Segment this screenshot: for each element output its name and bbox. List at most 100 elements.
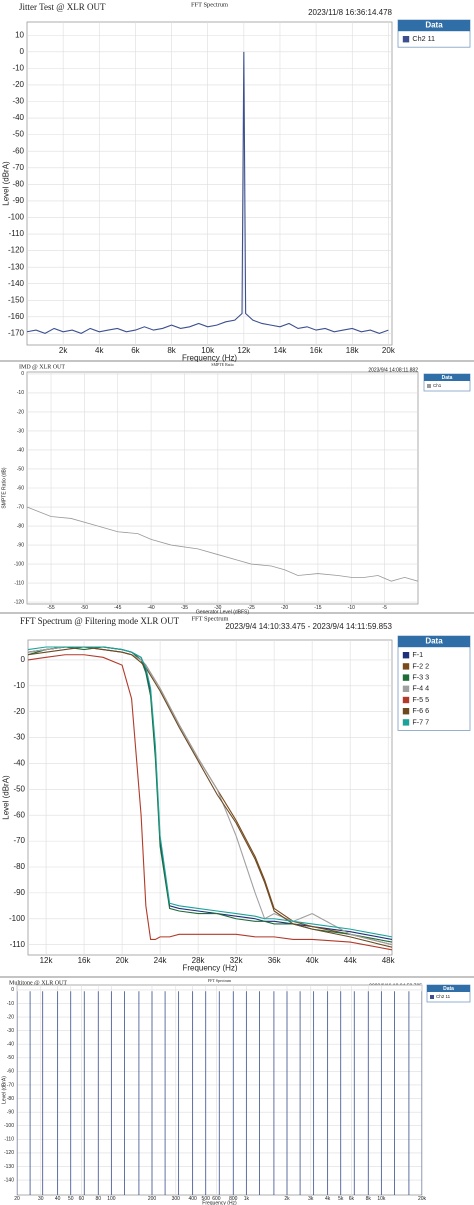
chart-title: Jitter Test @ XLR OUT (19, 2, 106, 12)
x-tick-label: 20k (116, 956, 130, 965)
x-tick-label: 200 (148, 1196, 157, 1202)
y-tick-label: -70 (12, 163, 24, 172)
legend-label: F-7 7 (412, 717, 429, 726)
legend-swatch (430, 995, 434, 999)
plot-area (27, 639, 393, 956)
series-line (28, 646, 392, 938)
timestamp: 2023/9/4 14:08:11.882 (368, 367, 418, 373)
chart-subtitle: SMPTE Ratio (211, 362, 234, 367)
x-tick-label: 500 (202, 1196, 211, 1202)
legend-label: F-3 3 (412, 673, 429, 682)
y-tick-label: -140 (4, 1177, 14, 1183)
chart-title: Multitone @ XLR OUT (9, 980, 67, 986)
legend-label: F-2 2 (412, 661, 429, 670)
x-tick-label: 4k (95, 346, 104, 355)
y-tick-label: -170 (8, 329, 25, 338)
chart-subtitle: FFT Spectrum (191, 1, 228, 8)
plot-marks (28, 646, 392, 951)
y-tick-label: -40 (7, 1042, 14, 1048)
series-line (27, 51, 389, 335)
y-tick-label: -30 (12, 97, 24, 106)
legend-label: Ch2 11 (412, 34, 435, 43)
y-tick-label: 0 (21, 371, 24, 377)
y-tick-label: -20 (17, 409, 24, 415)
x-tick-label: 18k (346, 346, 360, 355)
y-tick-label: -90 (17, 542, 24, 548)
x-axis-label: Generator Level (dBFS) (196, 610, 249, 616)
y-tick-label: -80 (7, 1096, 14, 1102)
legend-title: Data (443, 986, 454, 992)
y-tick-label: -90 (13, 888, 25, 897)
y-tick-label: -60 (7, 1069, 14, 1075)
x-axis-label: Frequency (Hz) (182, 353, 237, 362)
x-tick-label: 60 (79, 1196, 85, 1202)
x-tick-label: 100 (107, 1196, 116, 1202)
y-tick-label: -10 (12, 63, 24, 72)
x-tick-label: 12k (237, 346, 251, 355)
legend-swatch (402, 652, 410, 659)
y-tick-label: -100 (4, 1123, 14, 1129)
legend-label: F-5 5 (412, 695, 429, 704)
y-tick-label: -40 (17, 447, 24, 453)
plot-marks (27, 506, 418, 582)
y-tick-label: -20 (12, 80, 24, 89)
legend-title: Data (425, 21, 443, 30)
y-tick-label: -80 (17, 523, 24, 529)
x-tick-label: -50 (81, 605, 88, 611)
y-tick-label: -30 (13, 733, 25, 742)
y-tick-label: -120 (4, 1150, 14, 1156)
y-tick-label: -120 (8, 246, 25, 255)
x-tick-label: 14k (274, 346, 288, 355)
x-tick-label: 4k (325, 1196, 331, 1202)
x-tick-label: 36k (268, 956, 282, 965)
x-tick-label: 300 (172, 1196, 181, 1202)
y-tick-label: -70 (7, 1082, 14, 1088)
legend-swatch (402, 708, 410, 715)
y-tick-label: -10 (13, 681, 25, 690)
y-tick-label: -10 (17, 390, 24, 396)
y-tick-label: 0 (21, 655, 26, 664)
y-tick-label: -80 (12, 179, 24, 188)
x-tick-label: 44k (344, 956, 358, 965)
y-axis-label: Level (dBrA) (2, 775, 11, 820)
y-tick-label: -150 (8, 295, 25, 304)
legend-swatch (402, 696, 410, 704)
y-tick-label: -110 (10, 940, 26, 949)
legend-title: Data (425, 637, 443, 646)
y-tick-label: -130 (8, 262, 25, 271)
legend-header (398, 20, 470, 32)
x-tick-label: 40k (306, 956, 320, 965)
x-tick-label: 6k (131, 346, 140, 355)
x-tick-label: 1k (244, 1196, 250, 1202)
series-line (28, 654, 392, 951)
chart-title: IMD @ XLR OUT (19, 364, 65, 370)
y-tick-label: -90 (7, 1109, 14, 1115)
y-tick-label: -130 (4, 1164, 14, 1170)
x-tick-label: 400 (188, 1196, 197, 1202)
y-tick-label: -20 (13, 707, 25, 716)
y-tick-label: -100 (9, 914, 26, 923)
legend-box (397, 635, 471, 731)
y-tick-label: -50 (17, 466, 24, 472)
y-tick-label: -60 (13, 810, 25, 819)
y-tick-label: -160 (8, 312, 25, 321)
x-tick-label: -35 (181, 605, 188, 611)
legend-title: Data (442, 375, 453, 381)
y-tick-label: -140 (8, 279, 25, 288)
x-tick-label: -30 (214, 605, 221, 611)
legend-label: F-4 4 (412, 684, 429, 693)
x-tick-label: -10 (348, 605, 355, 611)
legend-swatch (402, 663, 410, 670)
legend-swatch (402, 36, 410, 43)
legend-swatch (402, 674, 410, 681)
y-axis-label: Level (dBrA) (1, 1076, 7, 1104)
plot-marks (27, 51, 389, 335)
x-tick-label: 16k (78, 956, 92, 965)
y-tick-label: 0 (20, 47, 25, 56)
x-tick-label: 12k (40, 956, 54, 965)
legend-label: F-1 (412, 650, 423, 659)
y-tick-label: -10 (7, 1001, 14, 1007)
y-tick-label: -50 (13, 784, 25, 793)
y-tick-label: -30 (17, 428, 24, 434)
